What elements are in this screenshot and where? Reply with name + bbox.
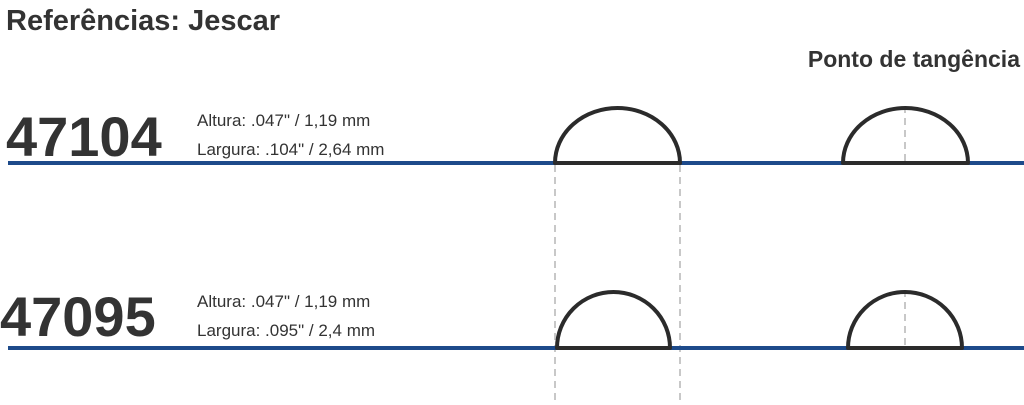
profile <box>846 290 964 350</box>
profile <box>841 106 970 165</box>
header: Ponto de tangência <box>808 46 1020 72</box>
width-spec: Largura: .095" / 2,4 mm <box>197 321 375 340</box>
profile <box>555 290 672 350</box>
height-spec: Altura: .047" / 1,19 mm <box>197 292 370 311</box>
code: 47104 <box>6 105 162 168</box>
title: Referências: Jescar <box>6 5 280 37</box>
profile <box>553 106 682 165</box>
width-spec: Largura: .104" / 2,64 mm <box>197 140 384 159</box>
code: 47095 <box>0 285 156 348</box>
height-spec: Altura: .047" / 1,19 mm <box>197 111 370 130</box>
